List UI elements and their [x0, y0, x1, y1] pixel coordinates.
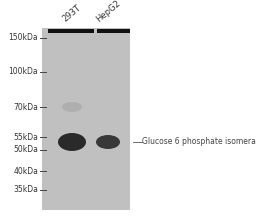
Ellipse shape	[96, 135, 120, 149]
Text: HepG2: HepG2	[94, 0, 122, 24]
Text: 50kDa: 50kDa	[13, 145, 38, 154]
Text: 35kDa: 35kDa	[13, 185, 38, 194]
Text: 150kDa: 150kDa	[8, 34, 38, 42]
Text: 55kDa: 55kDa	[13, 132, 38, 141]
Text: 40kDa: 40kDa	[13, 166, 38, 175]
Ellipse shape	[62, 102, 82, 112]
Text: 70kDa: 70kDa	[13, 102, 38, 111]
Text: Glucose 6 phosphate isomerase: Glucose 6 phosphate isomerase	[142, 138, 256, 147]
Bar	[48, 29, 94, 33]
Bar	[97, 29, 130, 33]
Text: 293T: 293T	[61, 4, 83, 24]
Bar	[42, 28, 130, 210]
Ellipse shape	[58, 133, 86, 151]
Text: 100kDa: 100kDa	[8, 67, 38, 76]
